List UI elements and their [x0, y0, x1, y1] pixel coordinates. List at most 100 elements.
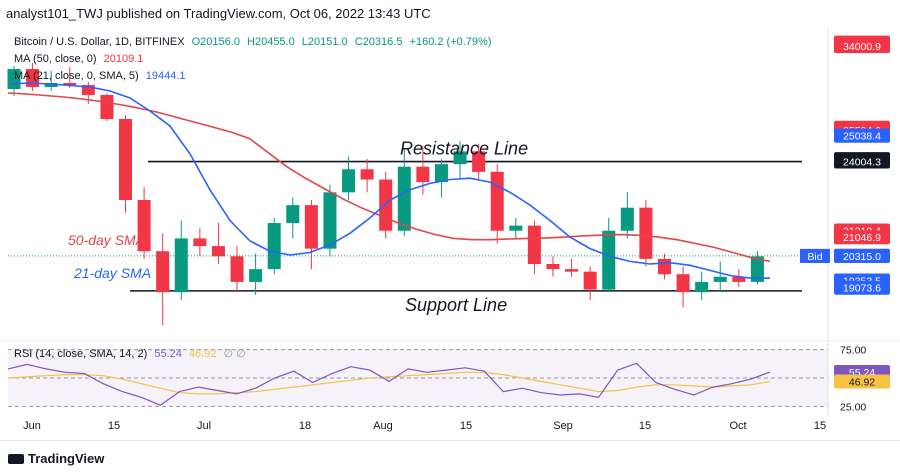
resistance-annotation: Resistance Line [400, 139, 528, 159]
x-tick-label: 15 [107, 420, 121, 432]
rsi-label: RSI (14, close, SMA, 14, 2) [14, 348, 148, 360]
tradingview-logo[interactable]: TradingView [8, 451, 104, 466]
price-tag: 34000.9 [834, 38, 890, 53]
candle-body [602, 230, 616, 290]
candle-body [286, 205, 300, 224]
candle-body [695, 281, 709, 293]
price-tag-box [834, 38, 890, 53]
candle-body [230, 256, 244, 282]
price-tag: 25038.4 [834, 128, 890, 143]
candle-body [81, 85, 95, 95]
candle-body [453, 151, 467, 165]
rsi-symbols: ∅ ∅ [223, 348, 246, 360]
change-value: +160.2 (+0.79%) [409, 36, 492, 48]
candle-body [490, 171, 504, 231]
ma21-line [9, 82, 771, 279]
price-tag: 20315.0 Bid [800, 248, 890, 263]
candle-body [620, 207, 634, 231]
candle-body [193, 238, 207, 247]
rsi-sma-line [7, 371, 771, 395]
sma21-annotation: 21-day SMA [73, 265, 151, 281]
candle-body [713, 276, 727, 282]
candle-body [304, 205, 318, 249]
candle-body [732, 276, 746, 282]
sma50-annotation: 50-day SMA [68, 232, 145, 248]
low-value: L20151.0 [301, 36, 348, 48]
x-tick-label: Sep [553, 420, 573, 432]
candle-body [657, 258, 671, 275]
candle-body [583, 271, 597, 290]
ma50-label: MA (50, close, 0) [14, 53, 97, 65]
candle-body [639, 207, 653, 259]
price-tag-box [834, 154, 890, 169]
quote-tag-box [800, 248, 830, 263]
symbol-legend: Bitcoin / U.S. Dollar, 1D, BITFINEX O201… [14, 36, 495, 48]
price-tag-box [834, 230, 890, 245]
price-chart[interactable]: Resistance Line Support Line 50-day SMA 21-… [0, 28, 900, 340]
candle-body [416, 166, 430, 183]
candle-body [379, 179, 393, 231]
chart-header: analyst101_TWJ published on TradingView.… [0, 0, 900, 28]
rsi-sma-value: 46.92 [188, 348, 217, 360]
x-tick-label: Jun [23, 420, 41, 432]
rsi-tick-label: 75.00 [840, 345, 866, 357]
x-tick-label: 15 [638, 420, 652, 432]
ma50-legend: MA (50, close, 0) 20109.1 [14, 53, 147, 65]
publisher-text: analyst101_TWJ published on TradingView.… [6, 6, 431, 21]
candle-body [44, 83, 58, 87]
candle-body [267, 223, 281, 270]
brand-label: TradingView [28, 451, 105, 466]
rsi-tick-label: 25.00 [840, 401, 866, 413]
x-tick-label: 15 [813, 420, 827, 432]
rsi-line [7, 362, 771, 406]
x-tick-label: Aug [373, 420, 393, 432]
rsi-value: 55.24 [154, 348, 182, 360]
open-value: O20156.0 [191, 36, 240, 48]
candle-body [174, 238, 188, 293]
candle-body [360, 169, 374, 180]
candle-body [750, 256, 764, 282]
price-tag: 24004.3 [834, 154, 890, 169]
candle-body [434, 164, 448, 183]
price-tag: 21046.9 [834, 230, 890, 245]
price-tag-label: 19073.6 [843, 283, 881, 295]
candle-body [397, 166, 411, 231]
rsi-sma-label: 46.92 [849, 376, 875, 388]
candle-body [565, 269, 579, 272]
price-tag-box [834, 248, 890, 263]
high-value: H20455.0 [247, 36, 295, 48]
ma50-value: 20109.1 [103, 53, 144, 65]
x-tick-label: 18 [298, 420, 312, 432]
candle-body [156, 251, 170, 293]
candle-body [527, 225, 541, 264]
price-tag-label: 21046.9 [843, 232, 881, 244]
ma21-label: MA (21, close, 0, SMA, 5) [14, 70, 139, 82]
x-tick-label: Oct [729, 420, 747, 432]
candle-body [100, 95, 114, 119]
x-tick-label: Jul [196, 420, 212, 432]
candle-body [323, 192, 337, 249]
price-tag-box [834, 128, 890, 143]
candle-body [119, 119, 133, 200]
ma21-legend: MA (21, close, 0, SMA, 5) 19444.1 [14, 70, 190, 82]
candle-body [546, 264, 560, 270]
price-tag-label: 34000.9 [843, 41, 881, 53]
candle-body [63, 83, 77, 85]
ma21-value: 19444.1 [145, 70, 186, 82]
rsi-legend: RSI (14, close, SMA, 14, 2) 55.24 46.92 … [14, 347, 250, 360]
candle-body [342, 169, 356, 193]
price-tag-box [834, 280, 890, 295]
candle-body [249, 269, 263, 282]
candle-body [509, 225, 523, 231]
support-annotation: Support Line [405, 295, 507, 315]
x-tick-label: 15 [459, 420, 473, 432]
bid-tag-label: Bid [807, 251, 822, 263]
ma50-line [7, 92, 771, 263]
time-axis[interactable]: Jun 15 Jul 18 Aug 15 Sep 15 Oct 15 [0, 416, 900, 440]
candle-body [676, 274, 690, 293]
footer: TradingView [0, 440, 900, 475]
symbol-label: Bitcoin / U.S. Dollar, 1D, BITFINEX [14, 36, 185, 48]
price-tag: 19073.6 [834, 280, 890, 295]
price-tag-label: 25038.4 [843, 131, 881, 143]
